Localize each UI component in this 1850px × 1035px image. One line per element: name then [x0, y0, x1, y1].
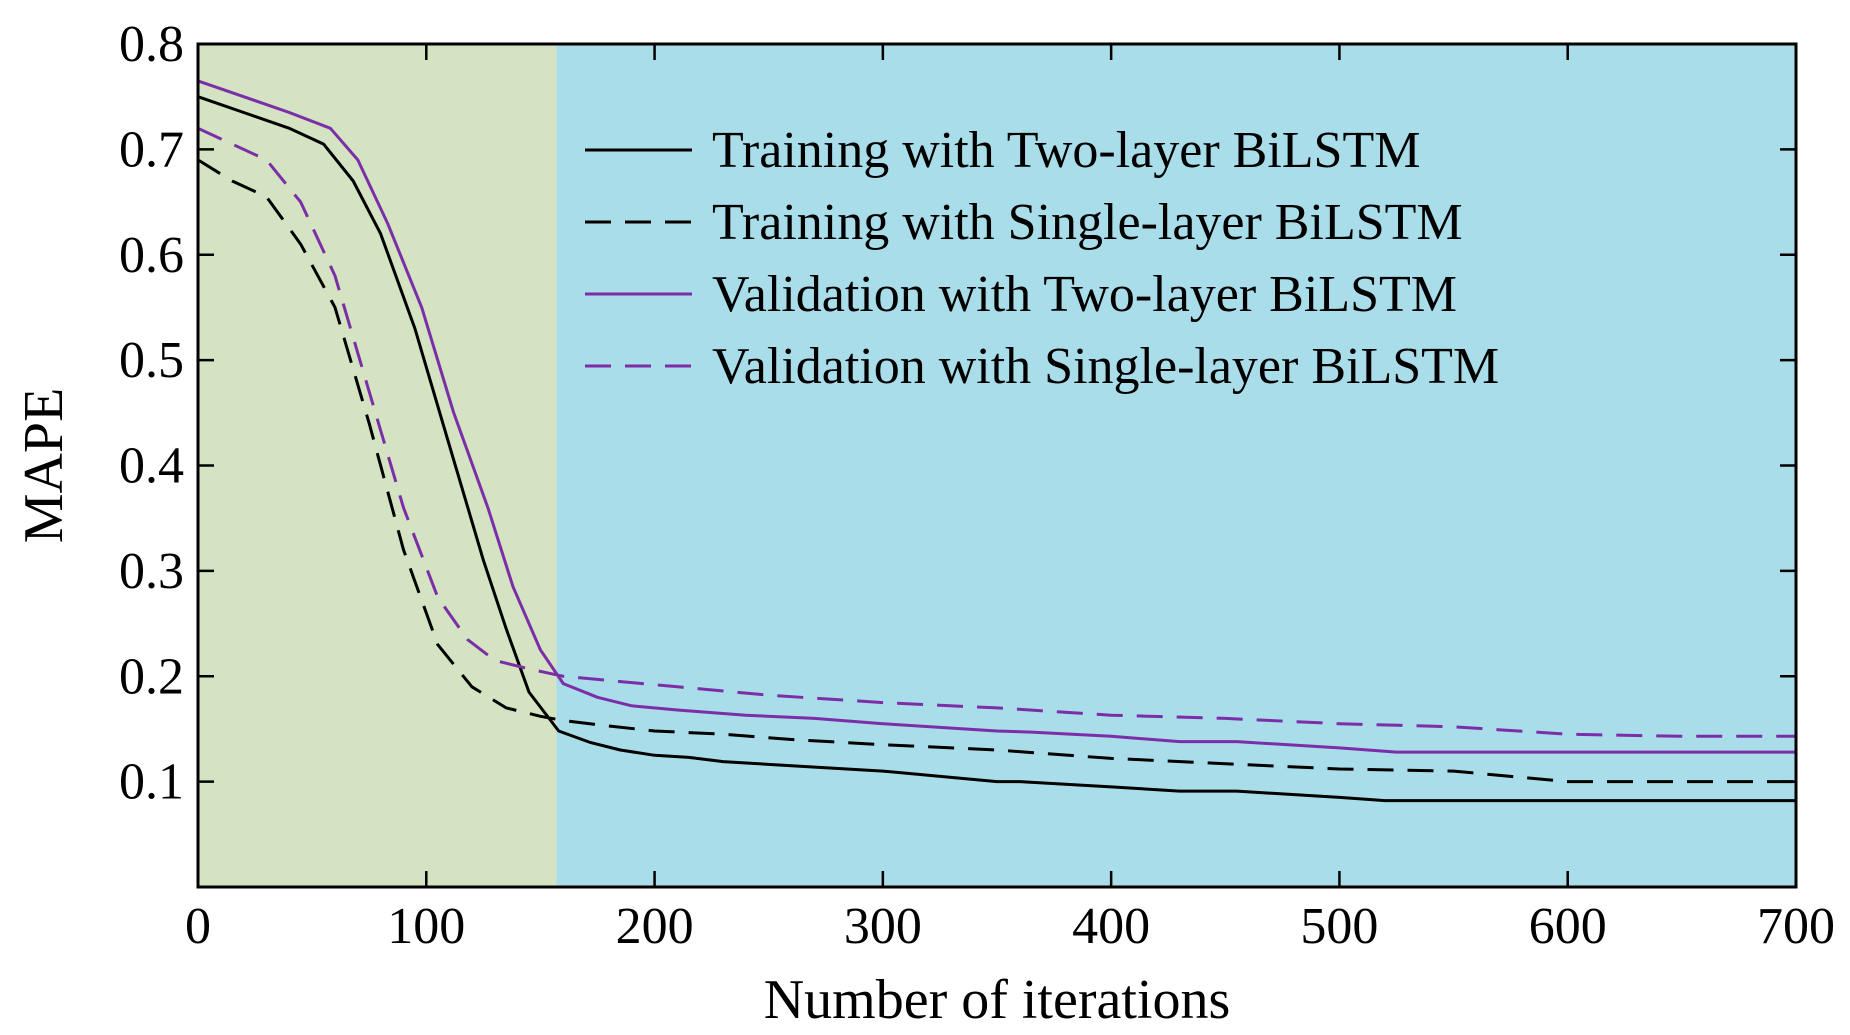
y-axis-title: MAPE: [13, 388, 75, 544]
x-tick-label: 100: [387, 898, 465, 955]
legend-label-3: Validation with Two-layer BiLSTM: [712, 266, 1457, 323]
x-tick-label: 200: [616, 898, 694, 955]
y-tick-label: 0.7: [119, 121, 184, 178]
y-tick-label: 0.8: [119, 16, 184, 73]
series-lines: [197, 79, 1796, 803]
x-tick-label: 500: [1300, 898, 1378, 955]
shaded-region-1: [198, 44, 557, 887]
axis-ticks: [196, 42, 1798, 887]
y-tick-label: 0.3: [119, 543, 184, 600]
shaded-region-2: [556, 44, 1796, 887]
series-line-3: [197, 79, 1796, 754]
series-line-2: [197, 158, 1796, 784]
series-line-4: [197, 126, 1796, 738]
x-tick-label: 400: [1072, 898, 1150, 955]
y-tick-label: 0.5: [119, 332, 184, 389]
x-axis-title: Number of iterations: [764, 969, 1231, 1031]
y-tick-label: 0.2: [119, 648, 184, 705]
y-tick-label: 0.1: [119, 754, 184, 811]
y-tick-label: 0.4: [119, 438, 184, 495]
series-line-1: [197, 95, 1796, 803]
x-tick-label: 300: [844, 898, 922, 955]
y-tick-labels: 0.1 0.2 0.3 0.4 0.5 0.6 0.7 0.8: [119, 16, 184, 811]
x-tick-label: 0: [185, 898, 211, 955]
x-tick-labels: 0 100 200 300 400 500 600 700: [185, 898, 1835, 955]
legend-label-4: Validation with Single-layer BiLSTM: [712, 338, 1499, 395]
legend-label-1: Training with Two-layer BiLSTM: [712, 122, 1420, 179]
legend: Training with Two-layer BiLSTM Training w…: [585, 122, 1499, 395]
x-tick-label: 700: [1757, 898, 1835, 955]
plot-background-regions: [198, 44, 1796, 887]
y-tick-label: 0.6: [119, 227, 184, 284]
x-tick-label: 600: [1529, 898, 1607, 955]
legend-label-2: Training with Single-layer BiLSTM: [712, 194, 1463, 251]
